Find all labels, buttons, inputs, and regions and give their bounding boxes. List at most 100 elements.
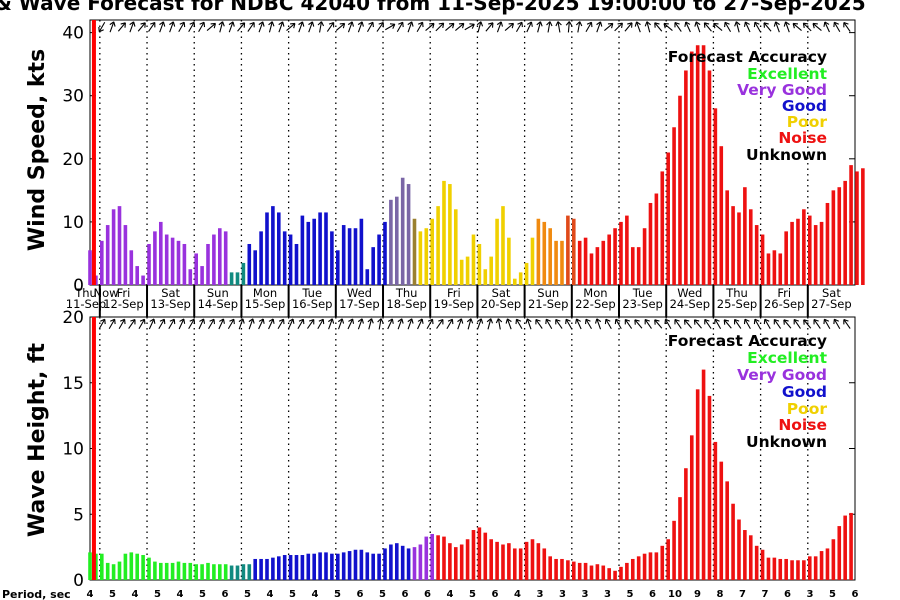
day-label-date: 23-Sep (622, 297, 662, 311)
wind-bar (88, 250, 92, 285)
period-value: 5 (199, 589, 206, 600)
wave-direction-arrow (208, 318, 215, 330)
wave-bar (448, 543, 452, 580)
wave-ytick-label: 5 (73, 505, 84, 525)
wave-bar (282, 555, 287, 580)
wind-direction-arrow (526, 21, 533, 33)
wind-bar (536, 218, 541, 285)
wave-ytick-label: 10 (62, 440, 84, 460)
wave-bar (560, 558, 564, 580)
wind-bar (206, 243, 210, 285)
wind-direction-arrow (326, 21, 335, 32)
wind-bar (483, 269, 488, 285)
wind-direction-arrow (575, 21, 583, 33)
wave-bar (424, 536, 429, 580)
day-label-date: 26-Sep (764, 297, 804, 311)
wind-bar (719, 146, 724, 285)
wave-bar (548, 556, 552, 580)
period-values: 4 5 4 5 4 5 6 5 4 5 4 5 6 5 6 6 4 5 6 4 3 3 3 3 5 6 10 9 8 7 7 6 3 5 6 (87, 589, 859, 600)
day-label-date: 27-Sep (811, 297, 851, 311)
wind-bar (389, 199, 393, 285)
wave-bar (583, 562, 588, 580)
wind-bar (666, 152, 670, 285)
wind-bar (678, 95, 682, 285)
wave-legend-item: Excellent (747, 349, 827, 367)
day-label-date: 24-Sep (670, 297, 710, 311)
wind-direction-arrow (555, 21, 562, 33)
wave-bar (642, 553, 647, 580)
wind-direction-arrow (515, 21, 523, 33)
wind-bar (607, 234, 611, 285)
day-label-date: 17-Sep (339, 297, 379, 311)
wind-bar (436, 206, 440, 285)
wave-direction-arrow (387, 318, 394, 330)
wind-direction-arrow (117, 22, 126, 32)
wave-bar (465, 539, 470, 580)
wave-direction-arrow (297, 318, 305, 330)
wind-direction-arrow (496, 21, 504, 33)
wind-legend-item: Good (782, 97, 827, 115)
wind-direction-arrow (218, 21, 225, 33)
wave-bar (153, 561, 157, 580)
wind-bar (371, 247, 375, 285)
wind-bar (636, 247, 641, 285)
wave-bar (442, 536, 446, 580)
day-label-name: Fri (777, 286, 791, 300)
wave-bar (359, 549, 364, 580)
wind-bar (654, 193, 659, 285)
wind-direction-arrow (148, 21, 156, 32)
wind-direction-arrow (546, 21, 553, 33)
wind-direction-arrow (734, 21, 741, 33)
period-value: 6 (784, 589, 791, 600)
day-labels: Thu11-SepFri12-SepSat13-SepSun14-SepMon1… (66, 285, 852, 317)
wave-bar (713, 441, 718, 580)
wind-bar (825, 202, 830, 285)
wave-bar (253, 558, 257, 580)
wind-bar (619, 221, 623, 285)
wave-bar (135, 553, 139, 580)
wave-direction-arrow (158, 318, 166, 330)
wind-bar (695, 45, 700, 285)
wind-bar (365, 269, 370, 285)
wind-bar (400, 177, 405, 285)
wave-bar (164, 562, 169, 580)
wave-bar (772, 557, 777, 580)
wave-bar (312, 553, 316, 580)
wave-direction-arrow (763, 318, 771, 330)
period-value: 6 (852, 589, 859, 600)
wave-bar (796, 560, 800, 580)
wind-direction-arrow (724, 21, 732, 33)
wave-bar (206, 562, 210, 580)
wind-bar (223, 231, 228, 285)
period-value: 5 (334, 589, 341, 600)
wind-bar (743, 187, 747, 285)
wave-bar (141, 555, 145, 580)
wind-bar (330, 231, 334, 285)
wind-bar (359, 218, 364, 285)
wave-ytick-label: 20 (62, 308, 84, 328)
wave-direction-arrow (477, 318, 484, 330)
wind-bar (217, 228, 222, 285)
wave-bar (625, 562, 629, 580)
wave-direction-arrow (664, 318, 672, 330)
wave-bar (241, 564, 246, 580)
wind-direction-arrow (407, 21, 414, 33)
wind-bar (501, 206, 505, 285)
wave-direction-arrow (218, 318, 225, 330)
wind-bar (259, 231, 263, 285)
wind-bar (306, 221, 311, 285)
wave-ytick-label: 15 (62, 374, 84, 394)
wind-direction-arrow (753, 21, 761, 33)
wave-direction-arrow (585, 318, 592, 330)
wind-bar (748, 209, 753, 285)
wave-bar (294, 555, 299, 580)
wind-direction-arrow (823, 21, 830, 33)
day-label-date: 12-Sep (103, 297, 143, 311)
wind-bar (318, 212, 322, 285)
wind-now-line (91, 20, 96, 285)
wave-bar (843, 515, 847, 580)
wave-bar (389, 544, 393, 580)
wind-bar (725, 190, 729, 285)
wind-bar (548, 228, 552, 285)
figure-title: & Wave Forecast for NDBC 42040 from 11-S… (0, 0, 866, 15)
